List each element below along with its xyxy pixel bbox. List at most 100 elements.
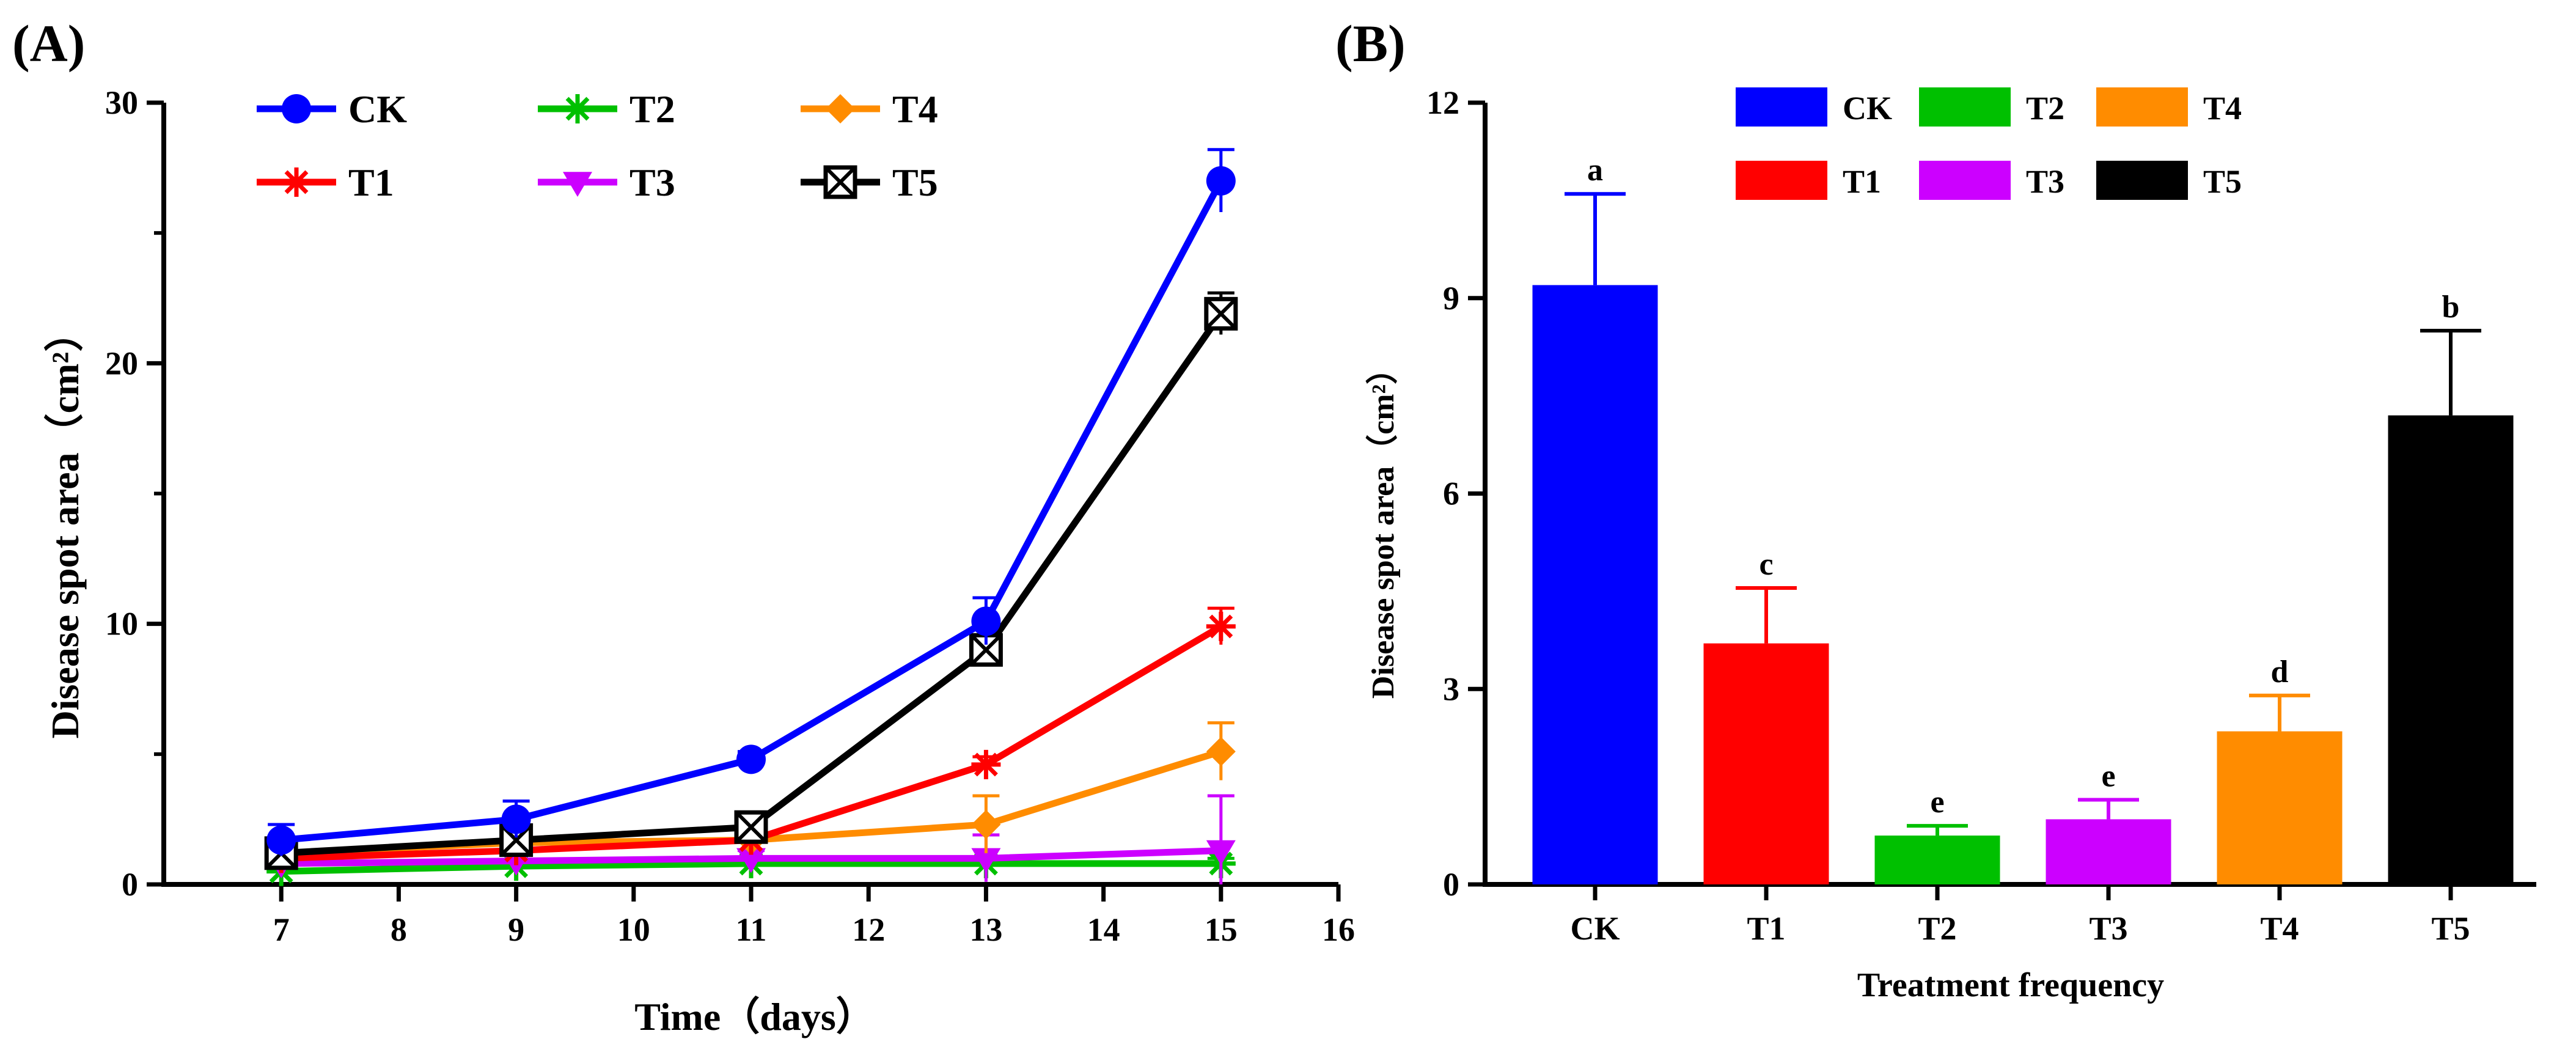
panel-a-label: (A) — [12, 14, 85, 73]
legend-marker-x2 — [824, 166, 857, 199]
legend-item-t2: T2 — [1919, 87, 2064, 127]
legend-marker — [563, 94, 592, 123]
bar-t2-rect — [1874, 836, 2000, 884]
point-t3-shape — [736, 848, 766, 873]
panel-a-y-tick-label: 30 — [105, 84, 138, 121]
significance-letter: e — [2101, 759, 2115, 793]
legend-swatch — [2096, 87, 2188, 127]
point-ck-shape — [266, 825, 296, 855]
legend-marker-stroke — [565, 97, 590, 121]
point-t3 — [971, 848, 1001, 873]
bar-t1: c T1 — [1703, 547, 1829, 947]
legend-label: T5 — [892, 161, 938, 204]
panel-a-x-tick-label: 15 — [1205, 911, 1238, 948]
legend-marker — [563, 172, 592, 197]
panel-a-x-tick-label: 16 — [1322, 911, 1355, 948]
point-t5 — [969, 633, 1003, 667]
panel-a-x-tick-label: 10 — [617, 911, 650, 948]
panel-b-ylabel: Disease spot area（cm²） — [1365, 353, 1401, 699]
panel-b-bars: a CK c T1 e T2 e T3 d T4 b T5 — [1532, 153, 2514, 947]
point-t5-x2 — [970, 634, 1002, 666]
point-t1 — [1206, 611, 1236, 641]
x-tick-label: T1 — [1747, 910, 1785, 947]
bar-t2: e T2 — [1874, 785, 2000, 947]
panel-a-x-tick-label: 7 — [273, 911, 290, 948]
legend-item-t5: T5 — [801, 161, 938, 204]
legend-item-t2: T2 — [538, 87, 675, 131]
panel-a-x-tick-label: 9 — [508, 911, 524, 948]
legend-label: T3 — [2026, 163, 2064, 200]
panel-b-y-tick-label: 6 — [1443, 476, 1459, 512]
legend-marker — [282, 167, 311, 197]
panel-b-y-tick-label: 3 — [1443, 670, 1459, 707]
point-t4-shape — [971, 809, 1001, 839]
legend-swatch — [2096, 161, 2188, 200]
point-ck-shape — [501, 804, 531, 834]
point-ck — [971, 606, 1001, 636]
significance-letter: d — [2271, 655, 2289, 689]
legend-item-t3: T3 — [538, 161, 675, 204]
point-t5-x2 — [500, 824, 532, 856]
bar-t4-rect — [2217, 731, 2343, 884]
point-t5-x2 — [1205, 298, 1237, 330]
panel-a: (A) 7 8 9 10 11 12 13 14 15 16 0 10 20 30 CK T1 T2 T3 T4 T… — [12, 14, 1355, 1038]
panel-a-y-tick-label: 0 — [122, 866, 138, 903]
point-ck — [1206, 166, 1236, 196]
legend-swatch — [1736, 161, 1827, 200]
x-tick-label: T5 — [2431, 910, 2470, 947]
point-ck — [266, 825, 296, 855]
panel-a-series — [264, 148, 1238, 886]
point-ck-shape — [971, 606, 1001, 636]
series-ck — [266, 148, 1236, 856]
panel-b-xlabel: Treatment frequency — [1857, 966, 2164, 1004]
legend-marker — [823, 165, 857, 199]
panel-a-y-tick-label: 20 — [105, 345, 138, 381]
panel-a-ticks: 7 8 9 10 11 12 13 14 15 16 0 10 20 30 — [105, 84, 1355, 948]
legend-label: T4 — [892, 87, 938, 131]
point-ck-shape — [736, 744, 766, 774]
legend-marker — [826, 94, 855, 123]
bar-t4: d T4 — [2217, 655, 2343, 947]
bar-t5-rect — [2388, 415, 2514, 884]
x-tick-label: CK — [1571, 910, 1620, 947]
panel-a-xlabel: Time（days） — [634, 995, 875, 1038]
point-t1-stroke — [974, 752, 998, 777]
panel-b-y-tick-label: 12 — [1426, 84, 1459, 121]
legend-label: T2 — [629, 87, 675, 131]
significance-letter: a — [1587, 153, 1603, 188]
point-t3-shape — [971, 848, 1001, 873]
significance-letter: e — [1930, 785, 1944, 820]
bar-ck: a CK — [1532, 153, 1658, 947]
legend-item-ck: CK — [1736, 87, 1892, 127]
panel-a-x-tick-label: 14 — [1087, 911, 1120, 948]
point-t3-shape — [1206, 840, 1236, 865]
bar-t3-rect — [2046, 819, 2171, 884]
panel-a-ylabel: Disease spot area（cm²） — [43, 313, 87, 739]
panel-a-y-tick-label: 10 — [105, 606, 138, 642]
legend-item-t4: T4 — [2096, 87, 2242, 127]
point-ck — [501, 804, 531, 834]
legend-label: CK — [348, 87, 407, 131]
legend-label: T5 — [2203, 163, 2242, 200]
legend-swatch — [1919, 87, 2011, 127]
legend-item-t5: T5 — [2096, 161, 2242, 200]
point-t3 — [736, 848, 766, 873]
series-t5 — [264, 291, 1238, 870]
panel-b-ticks: 0 3 6 9 12 — [1426, 84, 1485, 903]
legend-item-t3: T3 — [1919, 161, 2064, 200]
point-t5-x2 — [735, 811, 768, 843]
panel-a-x-tick-label: 8 — [391, 911, 407, 948]
panel-b-label: (B) — [1335, 14, 1406, 73]
panel-b-legend: CK T1 T2 T3 T4 T5 — [1736, 87, 2242, 200]
legend-marker-stroke — [284, 170, 309, 194]
legend-item-t1: T1 — [1736, 161, 1881, 200]
point-t4-shape — [1206, 737, 1236, 766]
significance-letter: c — [1759, 547, 1773, 582]
point-t3 — [1206, 840, 1236, 865]
legend-item-t4: T4 — [801, 87, 938, 131]
legend-marker-shape — [826, 94, 855, 123]
x-tick-label: T2 — [1918, 910, 1956, 947]
x-tick-label: T3 — [2089, 910, 2127, 947]
legend-swatch — [1919, 161, 2011, 200]
